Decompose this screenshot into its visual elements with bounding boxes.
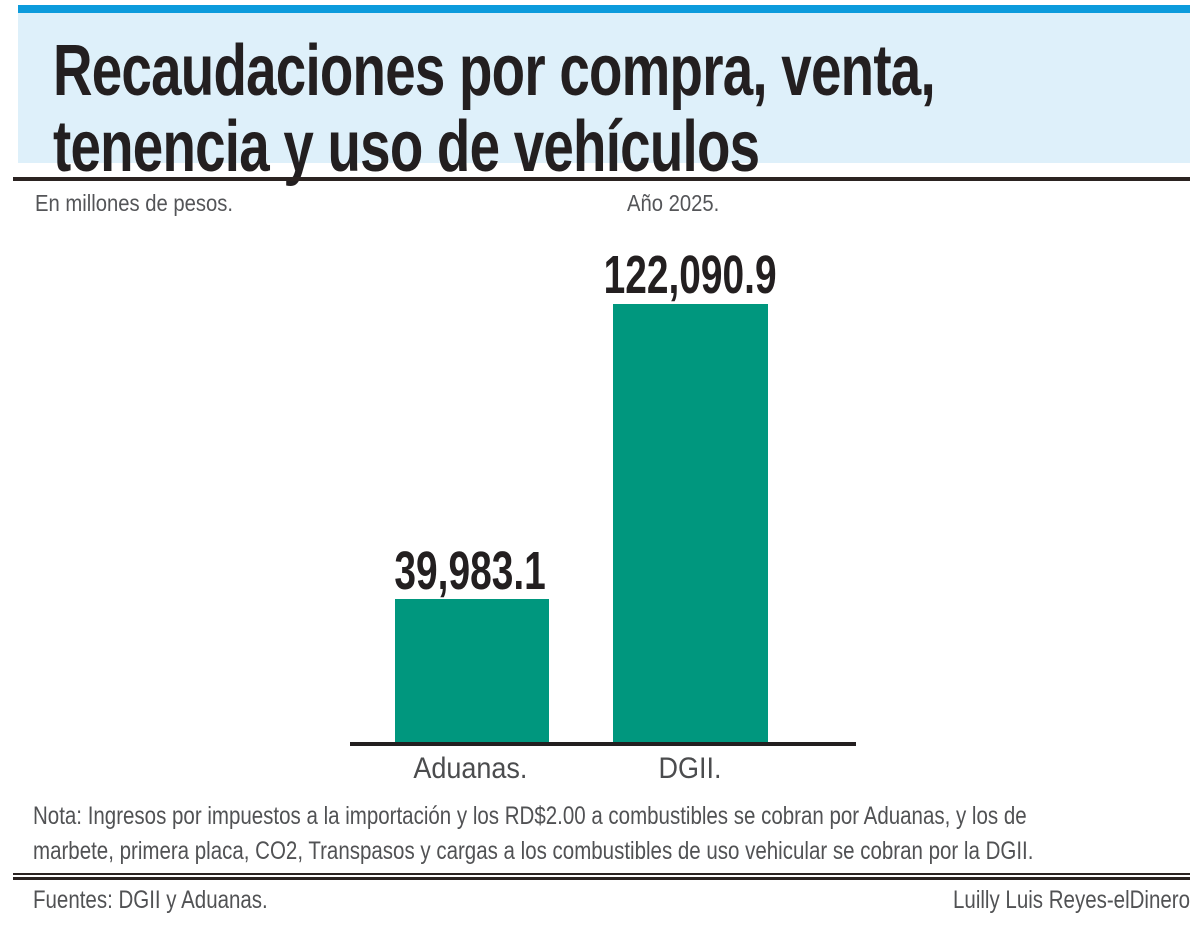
bar-aduanas	[395, 599, 549, 742]
page-title-line1: Recaudaciones por compra, venta,	[53, 31, 936, 111]
page-title-line2: tenencia y uso de vehículos	[53, 107, 760, 187]
footnote-line1: Nota: Ingresos por impuestos a la import…	[33, 802, 1027, 830]
author-credit: Luilly Luis Reyes-elDinero	[953, 886, 1190, 914]
header-panel: Recaudaciones por compra, venta, tenenci…	[18, 13, 1190, 185]
footer-double-rule	[13, 873, 1190, 880]
footnote: Nota: Ingresos por impuestos a la import…	[33, 799, 1200, 869]
value-label-dgii: 122,090.9	[603, 245, 777, 305]
units-label: En millones de pesos.	[35, 190, 234, 216]
top-accent-bar	[18, 5, 1190, 13]
bar-dgii	[613, 304, 768, 742]
sources-label: Fuentes: DGII y Aduanas.	[33, 886, 268, 914]
year-label: Año 2025.	[627, 190, 720, 216]
category-label-aduanas: Aduanas.	[412, 752, 528, 785]
footnote-line2: marbete, primera placa, CO2, Transpasos …	[33, 837, 1034, 865]
x-axis-line	[350, 742, 856, 746]
category-label-dgii: DGII.	[658, 752, 722, 785]
page-title: Recaudaciones por compra, venta, tenenci…	[53, 33, 1200, 185]
value-label-aduanas: 39,983.1	[394, 541, 546, 601]
header-divider-rule	[13, 177, 1190, 181]
